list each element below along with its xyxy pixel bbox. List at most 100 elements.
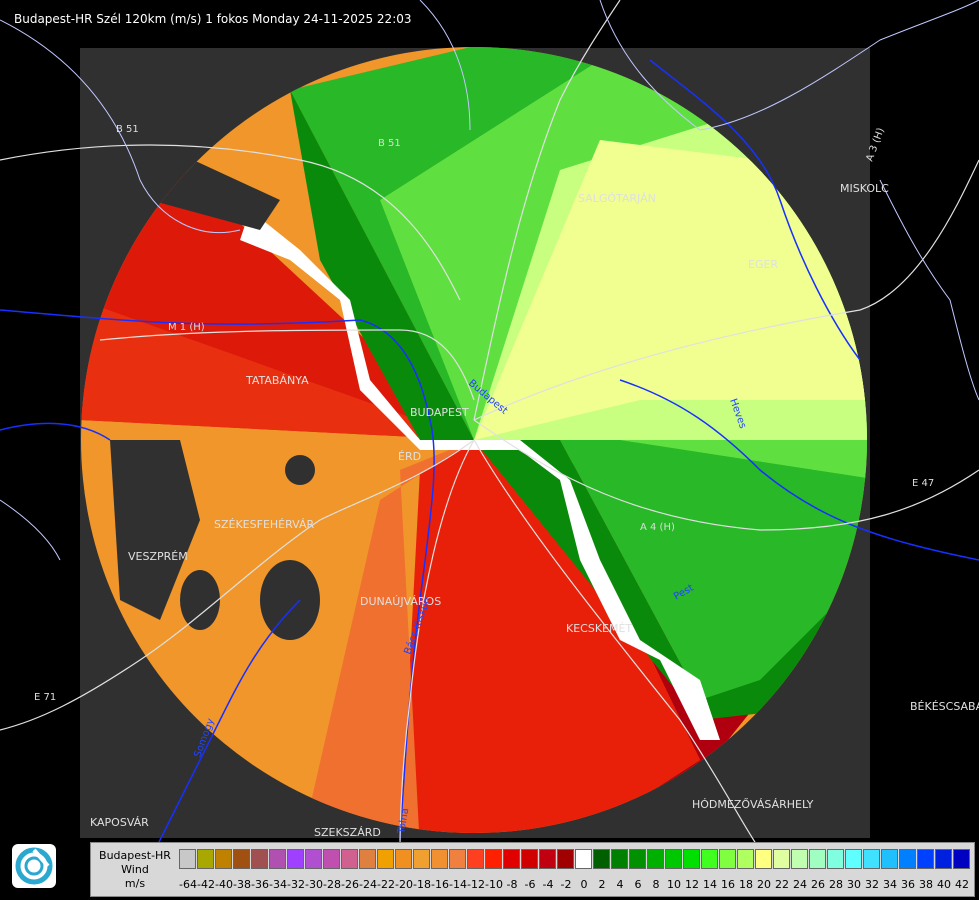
legend-radar-name: Budapest-HR (99, 848, 171, 862)
legend-swatch (287, 849, 304, 869)
met-service-logo-icon (12, 844, 56, 888)
map-title: Budapest-HR Szél 120km (m/s) 1 fokos Mon… (14, 12, 412, 26)
legend-tick: -26 (341, 878, 359, 891)
legend-tick: 42 (955, 878, 969, 891)
legend-tick: 8 (652, 878, 660, 891)
legend-swatch (233, 849, 250, 869)
legend-swatch (629, 849, 646, 869)
legend-swatch (683, 849, 700, 869)
legend-swatch (305, 849, 322, 869)
city-budapest: BUDAPEST (410, 406, 469, 419)
legend-quantity: Wind (121, 862, 149, 876)
legend-swatch (467, 849, 484, 869)
legend-tick: -16 (431, 878, 449, 891)
legend-swatch (323, 849, 340, 869)
legend-swatch (665, 849, 682, 869)
legend-tick: -42 (197, 878, 215, 891)
legend-swatch (917, 849, 934, 869)
road-e47: E 47 (912, 478, 934, 489)
legend-tick: -22 (377, 878, 395, 891)
legend-swatch (431, 849, 448, 869)
legend-tick: 14 (703, 878, 717, 891)
legend-swatch (755, 849, 772, 869)
legend-swatch (827, 849, 844, 869)
legend-tick: -34 (269, 878, 287, 891)
city-szekszard: SZEKSZÁRD (314, 826, 381, 839)
legend-tick: 40 (937, 878, 951, 891)
legend-tick: 18 (739, 878, 753, 891)
legend-tick: 26 (811, 878, 825, 891)
city-bekescsaba: BÉKÉSCSABA (910, 700, 979, 713)
legend-tick: -10 (485, 878, 503, 891)
city-kecskemet: KECSKEMÉT (566, 622, 632, 635)
road-m1: M 1 (H) (168, 322, 205, 333)
wind-legend: Budapest-HR Wind m/s -64 -42 -40 -38 -36 -34-… (90, 842, 975, 897)
legend-tick: 28 (829, 878, 843, 891)
legend-swatch (557, 849, 574, 869)
legend-swatch (773, 849, 790, 869)
legend-tick: 10 (667, 878, 681, 891)
legend-swatch (881, 849, 898, 869)
legend-tick: 6 (634, 878, 642, 891)
city-kaposvar: KAPOSVÁR (90, 816, 149, 829)
legend-tick: 34 (883, 878, 897, 891)
legend-swatch (611, 849, 628, 869)
legend-swatch (899, 849, 916, 869)
legend-swatch (359, 849, 376, 869)
legend-tick: 20 (757, 878, 771, 891)
legend-tick: -18 (413, 878, 431, 891)
legend-tick: 0 (580, 878, 588, 891)
legend-tick: 32 (865, 878, 879, 891)
legend-swatch (935, 849, 952, 869)
road-b51-north: B 51 (378, 138, 401, 149)
river-label-tolna: Tolna (396, 807, 411, 835)
legend-swatch (251, 849, 268, 869)
legend-swatch (953, 849, 970, 869)
legend-tick: -32 (287, 878, 305, 891)
legend-swatch (377, 849, 394, 869)
road-a4: A 4 (H) (640, 522, 675, 533)
legend-tick: -2 (560, 878, 572, 891)
legend-tick: 12 (685, 878, 699, 891)
legend-tick: 38 (919, 878, 933, 891)
legend-tick: -36 (251, 878, 269, 891)
legend-tick: 22 (775, 878, 789, 891)
legend-swatch (539, 849, 556, 869)
legend-swatch (647, 849, 664, 869)
legend-tick: 4 (616, 878, 624, 891)
legend-tick: 30 (847, 878, 861, 891)
city-miskolc: MISKOLC (840, 182, 889, 195)
legend-tick: -64 (179, 878, 197, 891)
legend-tick: 2 (598, 878, 606, 891)
legend-swatch (395, 849, 412, 869)
legend-tick: 16 (721, 878, 735, 891)
legend-swatch (413, 849, 430, 869)
legend-tick: -28 (323, 878, 341, 891)
rivers-layer (0, 59, 979, 861)
city-tatabanya: TATABÁNYA (245, 374, 309, 387)
roads-layer (0, 0, 979, 851)
legend-tick: -40 (215, 878, 233, 891)
legend-swatch (791, 849, 808, 869)
legend-swatch (737, 849, 754, 869)
legend-tick: -20 (395, 878, 413, 891)
road-e71: E 71 (34, 692, 56, 703)
legend-swatch (845, 849, 862, 869)
city-eger: EGER (748, 258, 778, 271)
legend-swatch (197, 849, 214, 869)
city-hodmezovasarhely: HÓDMEZŐVÁSÁRHELY (692, 797, 814, 811)
city-labels: SALGÓTARJÁN EGER MISKOLC TATABÁNYA BUDAP… (90, 182, 979, 839)
legend-tick: -24 (359, 878, 377, 891)
legend-swatch (521, 849, 538, 869)
legend-tick: -8 (506, 878, 518, 891)
legend-swatch (863, 849, 880, 869)
city-veszprem: VESZPRÉM (128, 550, 188, 563)
legend-swatch (179, 849, 196, 869)
legend-tick: -4 (542, 878, 554, 891)
city-erd: ÉRD (398, 450, 421, 463)
legend-tick: -6 (524, 878, 536, 891)
legend-tick: 24 (793, 878, 807, 891)
city-dunaujvaros: DUNAÚJVÁROS (360, 595, 441, 608)
borders-layer (0, 0, 979, 561)
